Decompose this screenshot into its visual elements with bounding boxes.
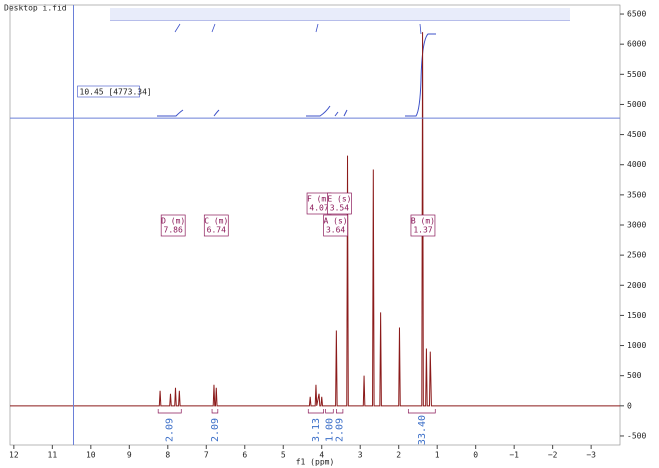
integral-bracket	[157, 409, 182, 414]
integral-value: 2.09	[165, 418, 176, 442]
annotation-label: D (m)	[161, 217, 185, 226]
y-tick-label: 1500	[627, 311, 646, 320]
x-tick-label: 1	[435, 451, 440, 460]
integral-value: 33.40	[417, 415, 428, 445]
annotation-box	[160, 214, 186, 237]
y-tick-label: 2000	[627, 281, 646, 290]
annotation-shift: 4.07	[309, 204, 328, 213]
cursor-label-box	[77, 85, 140, 98]
integral-bracket	[407, 409, 436, 414]
y-tick-label: 6000	[627, 40, 646, 49]
integral-value: 2.09	[210, 418, 221, 442]
x-tick-label: −2	[548, 451, 558, 460]
annotation-shift: 1.37	[413, 226, 432, 235]
annotation-shift: 3.64	[326, 226, 345, 235]
annotation-box	[410, 214, 436, 237]
x-tick-label: 3	[358, 451, 363, 460]
annotation-shift: 3.54	[330, 204, 349, 213]
y-tick-label: 3000	[627, 221, 646, 230]
x-axis-label: f1 (ppm)	[296, 458, 335, 467]
integral-curves	[157, 33, 436, 117]
x-tick-label: 6	[242, 451, 247, 460]
y-tick-label: 0	[627, 401, 632, 410]
integral-value: 3.13	[311, 418, 322, 442]
annotation-shift: 7.86	[164, 226, 183, 235]
annotation-label: E (s)	[327, 195, 351, 204]
y-tick-label: 6500	[627, 10, 646, 19]
annotation-box	[327, 192, 352, 215]
y-tick-label: -500	[627, 431, 646, 440]
cursor-label: 10.45 [4773.34]	[80, 88, 152, 97]
x-tick-label: 12	[9, 451, 19, 460]
annotation-label: B (m)	[411, 217, 435, 226]
y-tick-label: 5000	[627, 100, 646, 109]
annotation-label: C (m)	[204, 217, 228, 226]
x-tick-label: 7	[204, 451, 209, 460]
peak-label-brackets	[110, 8, 570, 35]
integral-value: 1.00	[324, 418, 335, 442]
y-tick-label: 5500	[627, 70, 646, 79]
x-tick-label: 11	[48, 451, 58, 460]
y-tick-label: 2500	[627, 251, 646, 260]
integral-bracket	[325, 409, 334, 414]
integral-bracket	[211, 409, 219, 414]
x-tick-label: 5	[281, 451, 286, 460]
annotation-box	[203, 214, 229, 237]
x-tick-label: −3	[586, 451, 596, 460]
x-tick-label: 4	[319, 451, 324, 460]
y-tick-label: 4000	[627, 160, 646, 169]
integral-bracket	[307, 409, 325, 414]
annotation-label: A (s)	[324, 217, 348, 226]
annotation-shift: 6.74	[207, 226, 226, 235]
y-tick-label: 1000	[627, 341, 646, 350]
x-tick-label: 9	[127, 451, 132, 460]
x-tick-label: 0	[473, 451, 478, 460]
annotation-box	[323, 214, 348, 237]
y-tick-label: 3500	[627, 190, 646, 199]
chart-title: Desktop i.fid	[4, 4, 67, 13]
y-tick-label: 500	[627, 371, 642, 380]
integral-bracket	[336, 409, 344, 414]
annotation-label: F (m)	[307, 195, 331, 204]
x-tick-label: 8	[165, 451, 170, 460]
x-tick-label: −1	[509, 451, 519, 460]
x-tick-label: 2	[396, 451, 401, 460]
spectrum-line	[10, 32, 620, 407]
y-tick-label: 4500	[627, 130, 646, 139]
x-tick-label: 10	[86, 451, 96, 460]
integral-value: 2.09	[335, 418, 346, 442]
